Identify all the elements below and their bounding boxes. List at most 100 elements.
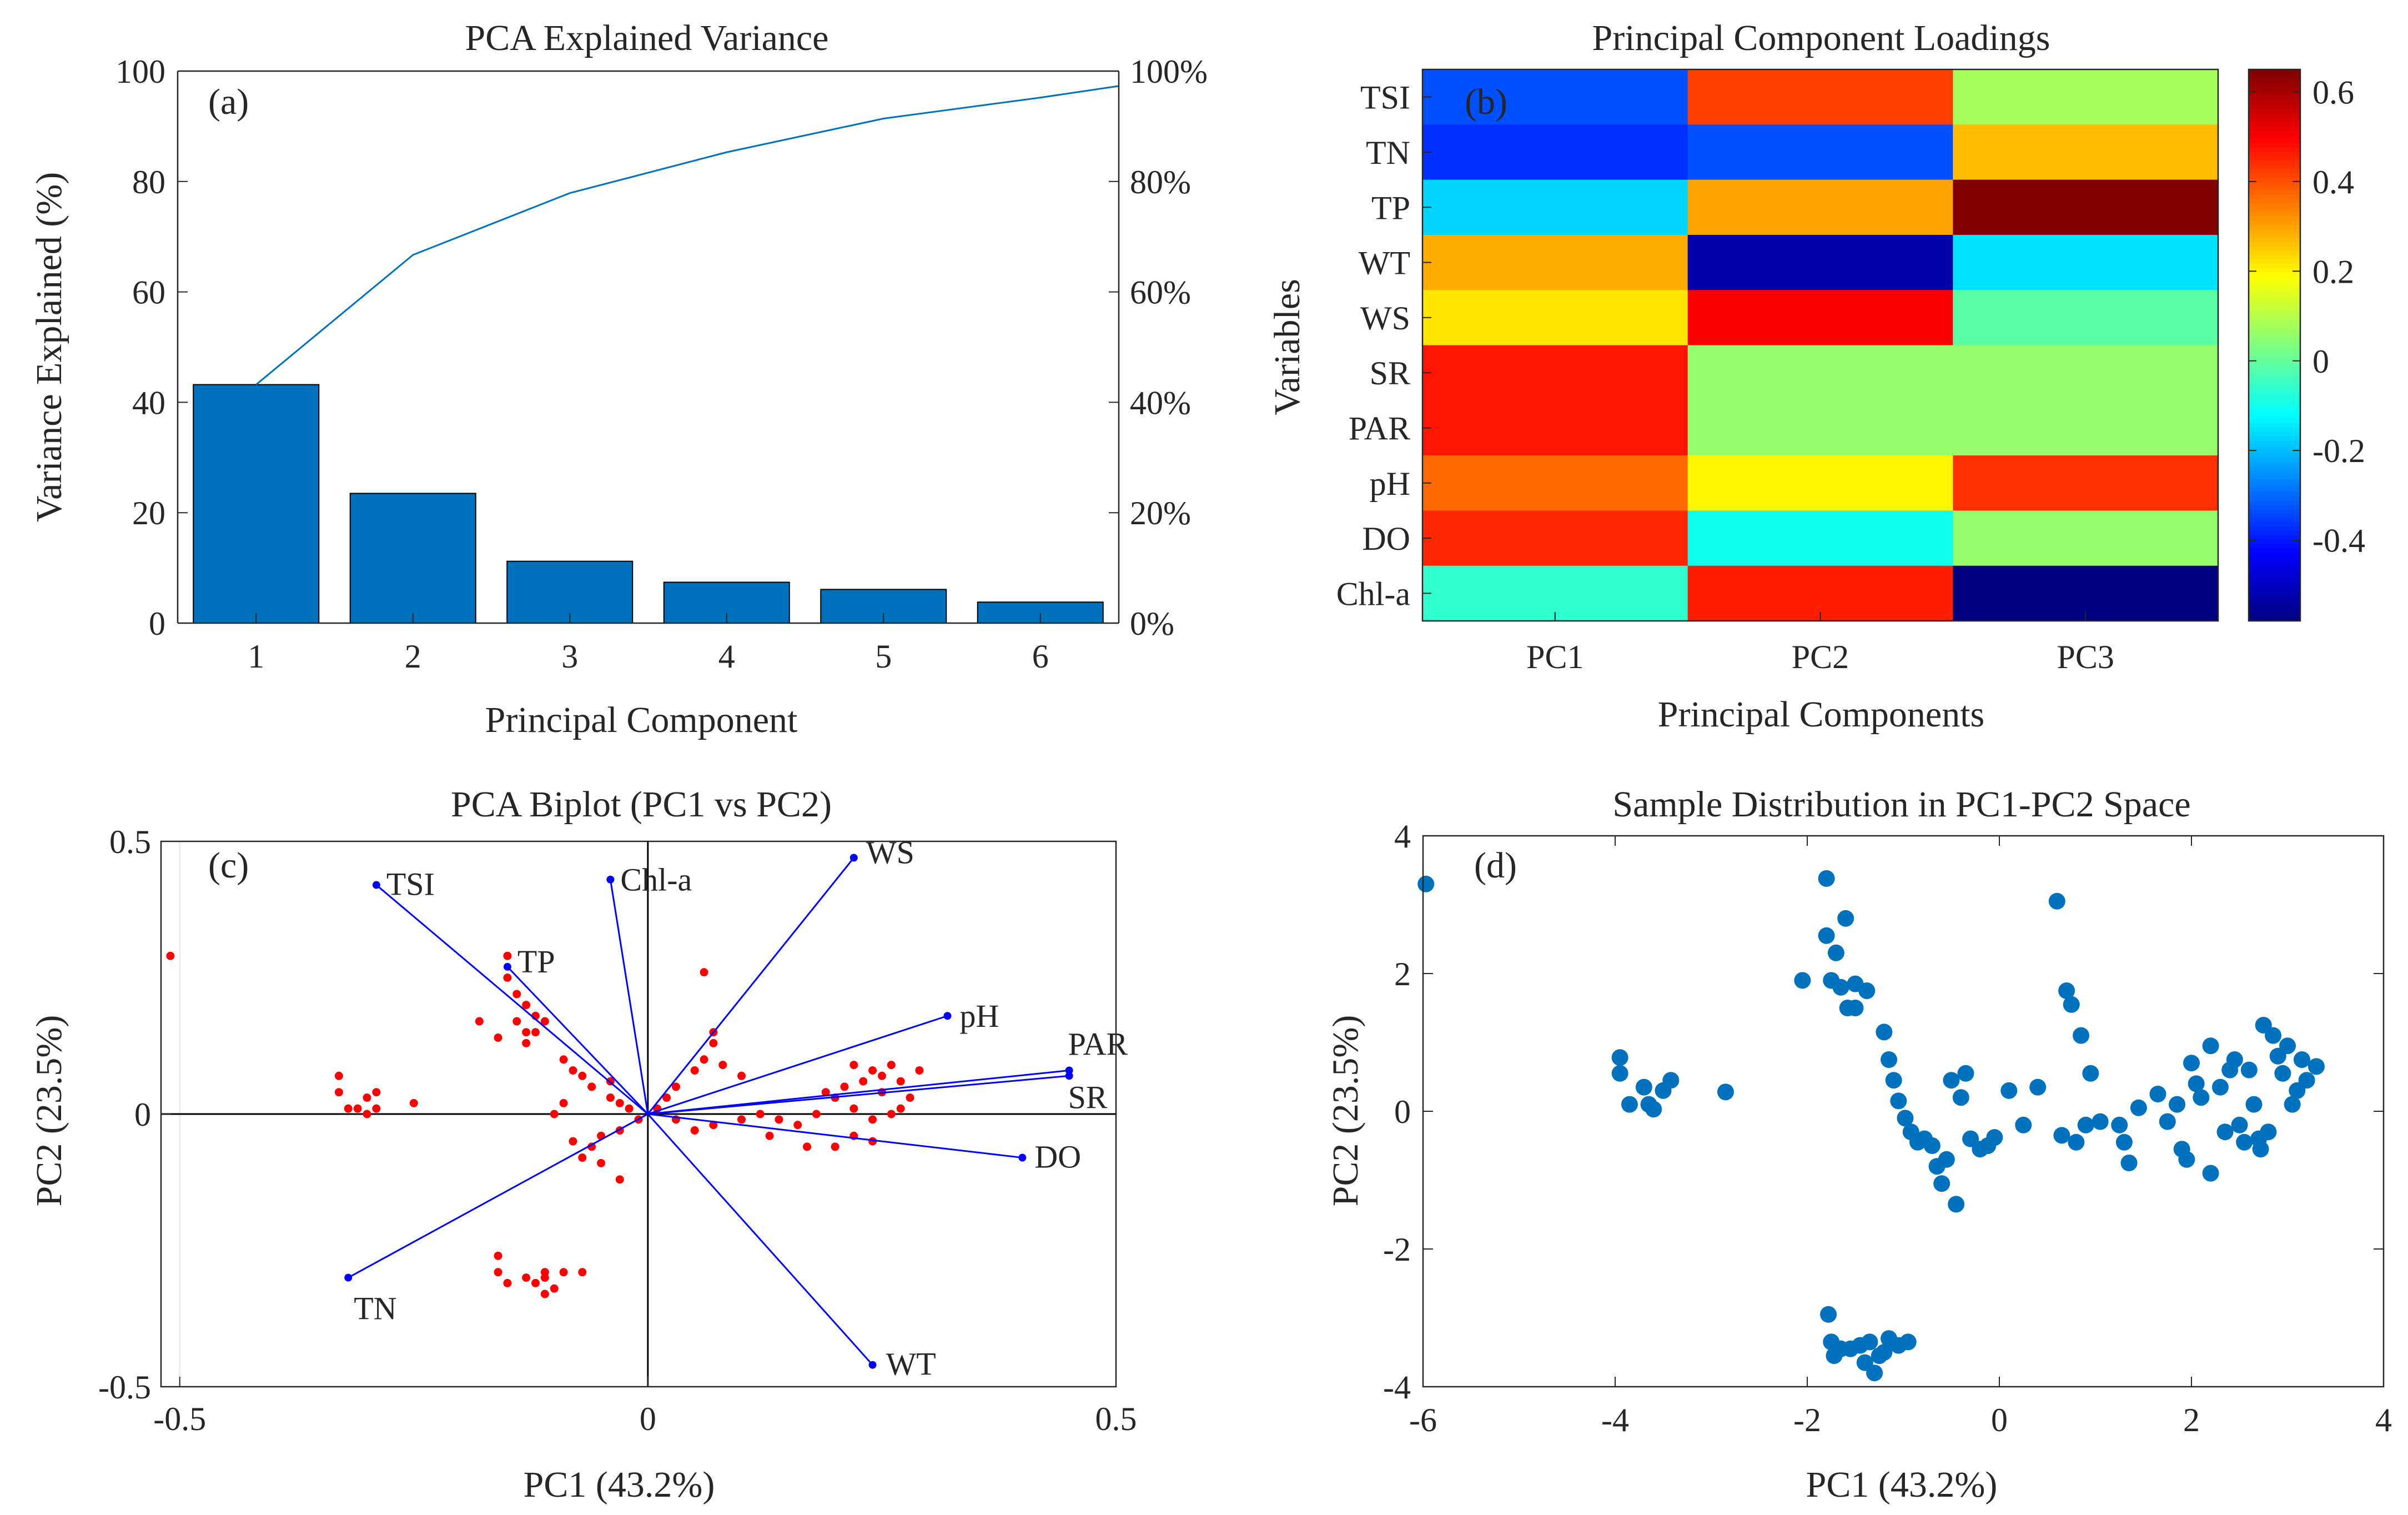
- colorbar-segment: [2249, 212, 2300, 217]
- colorbar-segment: [2249, 474, 2300, 479]
- sample-point: [1832, 979, 1849, 996]
- panel-c-title: PCA Biplot (PC1 vs PC2): [451, 784, 832, 825]
- sample-point: [2284, 1096, 2301, 1113]
- colorbar-segment: [2249, 177, 2300, 182]
- sample-point: [803, 1142, 812, 1151]
- panel-a-label: (a): [208, 82, 249, 122]
- variance-bar: [349, 493, 476, 624]
- colorbar-segment: [2249, 108, 2300, 113]
- colorbar-segment: [2249, 185, 2300, 191]
- sample-point: [1861, 1333, 1878, 1351]
- sample-point: [578, 1071, 587, 1080]
- colorbar-segment: [2249, 91, 2300, 96]
- sample-point: [587, 1142, 596, 1151]
- sample-point: [2260, 1123, 2277, 1141]
- heatmap-cell: [1422, 565, 1688, 621]
- heatmap-cell: [1422, 69, 1688, 125]
- sample-point: [2202, 1165, 2219, 1182]
- vector-label: WT: [886, 1346, 936, 1382]
- panel-a-xlabel: Principal Component: [485, 700, 798, 740]
- y-tick-label-right: 40%: [1130, 384, 1191, 421]
- x-tick-label: 5: [875, 638, 892, 675]
- sample-point: [2226, 1051, 2243, 1068]
- colorbar-segment: [2249, 310, 2300, 315]
- colorbar-segment: [2249, 78, 2300, 83]
- colorbar-segment: [2249, 315, 2300, 320]
- colorbar-segment: [2249, 414, 2300, 419]
- sample-point: [494, 1268, 502, 1277]
- colorbar-segment: [2249, 526, 2300, 531]
- sample-point: [512, 990, 521, 999]
- colorbar-segment: [2249, 551, 2300, 557]
- heatmap-cell: [1422, 290, 1688, 346]
- colorbar-segment: [2249, 487, 2300, 493]
- colorbar-segment: [2249, 117, 2300, 122]
- colorbar-segment: [2249, 306, 2300, 312]
- sample-point: [793, 1121, 802, 1130]
- variance-bar: [193, 384, 320, 624]
- sample-point: [868, 1115, 877, 1124]
- colorbar-segment: [2249, 354, 2300, 359]
- colorbar-tick-label: 0.6: [2313, 74, 2354, 111]
- colorbar-segment: [2249, 603, 2300, 609]
- sample-point: [1837, 910, 1854, 927]
- sample-point: [737, 1071, 746, 1080]
- sample-point: [2149, 1086, 2166, 1102]
- sample-point: [1621, 1096, 1638, 1113]
- heatmap-cell: [1422, 400, 1688, 456]
- loading-vector: [348, 1113, 648, 1278]
- sample-point: [2169, 1096, 2186, 1113]
- sample-point: [896, 1104, 905, 1113]
- sample-point: [2058, 982, 2075, 999]
- sample-point: [625, 1104, 634, 1113]
- heatmap-cell: [1687, 179, 1953, 235]
- heatmap-cell: [1953, 565, 2219, 621]
- row-label: TP: [1371, 189, 1410, 226]
- sample-point: [569, 1066, 577, 1075]
- sample-point: [540, 1268, 549, 1277]
- vector-label: SR: [1068, 1079, 1108, 1115]
- sample-point: [2245, 1096, 2263, 1113]
- sample-point: [1611, 1065, 1628, 1082]
- sample-point: [587, 1082, 596, 1091]
- sample-point: [1820, 1306, 1837, 1323]
- sample-point: [1952, 1089, 1969, 1106]
- sample-point: [700, 968, 708, 977]
- colorbar-segment: [2249, 461, 2300, 466]
- colorbar-segment: [2249, 405, 2300, 410]
- colorbar-segment: [2249, 298, 2300, 303]
- colorbar-segment: [2249, 129, 2300, 135]
- colorbar-segment: [2249, 612, 2300, 618]
- y-tick-label: 80: [132, 164, 165, 200]
- vector-label: Chl-a: [620, 862, 692, 898]
- sample-point: [2120, 1155, 2138, 1171]
- heatmap-cell: [1953, 69, 2219, 125]
- sample-point: [559, 1098, 568, 1107]
- sample-point: [1611, 1049, 1628, 1066]
- y-tick-label: 40: [132, 384, 165, 421]
- y-tick-label: 20: [132, 495, 165, 531]
- colorbar-segment: [2249, 328, 2300, 333]
- panel-b-ylabel: Variables: [1267, 279, 1308, 415]
- sample-point: [1847, 1000, 1864, 1016]
- sample-point: [503, 951, 512, 960]
- sample-point: [1818, 870, 1835, 887]
- x-tick-label: 0: [640, 1401, 656, 1437]
- colorbar-segment: [2249, 388, 2300, 393]
- sample-point: [1866, 1364, 1883, 1382]
- sample-point: [540, 1290, 549, 1298]
- sample-point: [756, 1110, 765, 1118]
- column-label: PC3: [2057, 639, 2114, 675]
- panel-a-explained-variance: 0 20 40 60 80 100 0% 20% 40% 60% 80% 100% 1 2 3 4 5 6 PCA…: [29, 18, 1208, 740]
- colorbar-segment: [2249, 435, 2300, 440]
- heatmap-cell: [1953, 455, 2219, 511]
- sample-point: [840, 1082, 849, 1091]
- colorbar-segment: [2249, 367, 2300, 372]
- colorbar-segment: [2249, 504, 2300, 510]
- heatmap-cell: [1422, 510, 1688, 566]
- sample-point: [2092, 1113, 2109, 1130]
- loading-vector: [506, 966, 648, 1115]
- colorbar-segment: [2249, 465, 2300, 471]
- sample-point: [2265, 1027, 2282, 1044]
- panel-c-label: (c): [208, 845, 249, 886]
